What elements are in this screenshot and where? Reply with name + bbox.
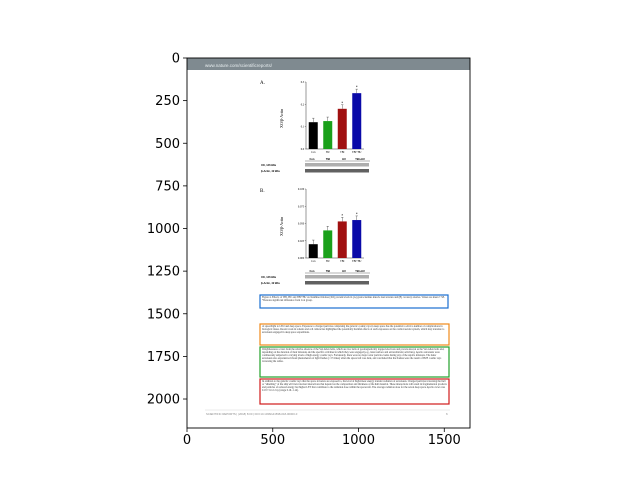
paragraph-green-box	[259, 346, 450, 378]
panel-a-ylabel: XO/β-Actin	[279, 109, 284, 128]
document-page: www.nature.com/scientificreports/ A. XO/…	[187, 58, 470, 416]
x-axis-ticks: 0 500 1000 1500	[183, 428, 461, 448]
paragraph-orange: of spaceflight to LEO and deep space. Ex…	[262, 324, 445, 334]
category-label: Con	[311, 260, 316, 263]
category-label: TBI+HU	[352, 260, 362, 263]
axes-frame	[186, 57, 471, 429]
blot-row-label: XO, 146 kDa	[261, 163, 277, 167]
paragraph-orange-box	[259, 323, 450, 346]
inner-y-tick-label: 0.075	[298, 205, 305, 208]
panel-a-chart: 0.3 0.2 0.1 0.0 Con HU * TBI * TBI+HU	[301, 81, 364, 154]
inner-y-tick-label: 0.0	[301, 148, 305, 151]
blot-row-label: β-Actin, 42 kDa	[261, 281, 280, 285]
category-label: HU	[326, 151, 330, 154]
y-axis-ticks: 0 250 500 750 1000 1250 1500 1750 2000	[147, 52, 187, 408]
blot-row-label: XO, 146 kDa	[261, 275, 277, 279]
inner-y-tick-label: 0.000	[298, 257, 305, 260]
blot-band-strip	[305, 163, 369, 167]
footer-text: SCIENTIFIC REPORTS | (2018) 8:00 | DOI:1…	[206, 412, 298, 416]
blot-row-label: β-Actin, 42 kDa	[261, 169, 280, 173]
x-tick-label: 0	[183, 433, 191, 448]
significance-marker: *	[356, 212, 358, 216]
inner-y-tick-label: 0.3	[301, 81, 305, 84]
blot-header-label: TBI	[326, 269, 330, 273]
y-tick-label: 750	[155, 179, 180, 194]
blot-band-strip	[305, 275, 369, 279]
blot-band-strip	[305, 281, 369, 285]
bar	[352, 93, 362, 149]
panel-b-label: B.	[260, 189, 265, 194]
bar	[337, 221, 347, 258]
caption-box	[259, 294, 449, 309]
y-tick-label: 250	[155, 94, 180, 109]
significance-marker: *	[341, 213, 343, 217]
bar	[308, 244, 318, 258]
paragraph-green: Weightlessness occurs from the relative …	[262, 347, 445, 363]
significance-marker: *	[341, 101, 343, 105]
blot-header-label: Con	[309, 269, 314, 273]
panel-a-blot: Con TBI HU TBI+HU XO, 146 kDa β-Actin, 42 kDa	[261, 157, 370, 173]
category-label: HU	[326, 260, 330, 263]
panel-b-ylabel: XO/β-Actin	[279, 217, 284, 236]
category-label: TBI+HU	[352, 151, 362, 154]
header-bar	[187, 58, 470, 70]
category-label: Con	[311, 151, 316, 154]
significance-marker: *	[356, 85, 358, 89]
paragraph-red-box	[259, 378, 450, 405]
blot-header-label: TBI+HU	[355, 157, 365, 161]
inner-y-tick-label: 0.050	[298, 223, 305, 226]
inner-y-tick-label: 0.2	[301, 103, 305, 106]
bar	[337, 108, 347, 149]
inner-y-tick-label: 0.025	[298, 240, 305, 243]
panel-b-blot: Con TBI HU TBI+HU XO, 146 kDa β-Actin, 42 kDa	[261, 269, 370, 285]
category-label: TBI	[340, 260, 344, 263]
bar	[352, 220, 362, 258]
inner-y-tick-label: 0.1	[301, 126, 305, 129]
x-tick-label: 1000	[342, 433, 375, 448]
panel-a-label: A.	[260, 81, 265, 86]
bar	[308, 122, 318, 149]
blot-header-label: HU	[342, 269, 346, 273]
blot-header-label: TBI+HU	[355, 269, 365, 273]
y-tick-label: 0	[172, 52, 180, 67]
blot-header-label: HU	[342, 157, 346, 161]
panel-b-chart: 0.100 0.075 0.050 0.025 0.000 Con HU * TBI * TBI+H…	[298, 188, 364, 263]
bar	[323, 121, 333, 149]
blot-band-strip	[305, 169, 369, 173]
x-tick-label: 1500	[428, 433, 461, 448]
blot-header-label: TBI	[326, 157, 330, 161]
header-url: www.nature.com/scientificreports/	[205, 63, 273, 68]
bar	[323, 230, 333, 258]
y-tick-label: 2000	[147, 393, 180, 408]
x-tick-label: 500	[260, 433, 285, 448]
page-number: 6	[446, 412, 448, 416]
y-tick-label: 1500	[147, 307, 180, 322]
y-tick-label: 1750	[147, 350, 180, 365]
y-tick-label: 1000	[147, 222, 180, 237]
inner-y-tick-label: 0.100	[298, 188, 305, 191]
y-tick-label: 500	[155, 137, 180, 152]
blot-header-label: Con	[309, 157, 314, 161]
paragraph-red: In addition to the galactic cosmic rays …	[262, 379, 447, 392]
category-label: TBI	[340, 151, 344, 154]
figure-caption: Figure 4. Effects of TBI, HU and TBI+HU …	[262, 295, 445, 302]
y-tick-label: 1250	[147, 265, 180, 280]
